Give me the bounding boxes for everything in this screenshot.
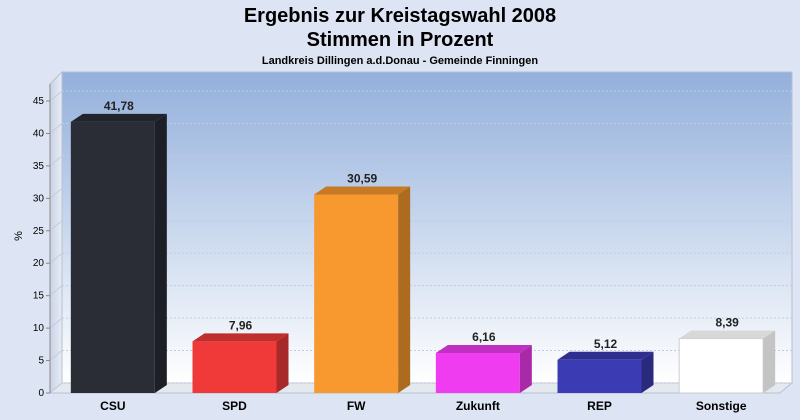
- x-tick-label: Zukunft: [456, 399, 500, 413]
- x-tick-label: Sonstige: [696, 399, 747, 413]
- bar-front: [557, 359, 642, 393]
- data-label: 41,78: [104, 99, 134, 113]
- x-tick-label: CSU: [100, 399, 125, 413]
- y-tick-label: 40: [33, 128, 45, 139]
- bar-top: [435, 345, 532, 354]
- bar-sonstige: 8,39: [678, 316, 776, 394]
- y-tick-label: 5: [38, 356, 44, 367]
- y-tick-label: 25: [33, 226, 45, 237]
- data-label: 30,59: [347, 172, 377, 186]
- x-tick-label: SPD: [222, 399, 247, 413]
- bar-top: [192, 333, 289, 342]
- gridline-wall: [49, 350, 63, 361]
- data-label: 5,12: [594, 337, 618, 351]
- bar-front: [192, 341, 277, 393]
- x-axis-labels: CSU SPD FW Zukunft REP Sonstige: [100, 399, 747, 413]
- chart-subtitle: Landkreis Dillingen a.d.Donau - Gemeinde…: [262, 55, 539, 67]
- gridline-wall: [49, 155, 63, 167]
- data-label: 6,16: [472, 330, 496, 344]
- bar-front: [70, 121, 155, 393]
- bar-top: [314, 186, 411, 195]
- y-tick-label: 35: [33, 161, 45, 172]
- bars: 41,78 7,96 30,59 6,16 5,12 8,39: [70, 99, 776, 394]
- y-tick-label: 0: [38, 388, 44, 399]
- y-tick-label: 10: [33, 323, 45, 334]
- bar-top: [557, 351, 654, 360]
- gridline-wall: [49, 285, 63, 297]
- y-axis-ticks: 0 5 10 15 20 25 30 35 40 45: [33, 96, 50, 399]
- gridline-wall: [49, 382, 63, 394]
- bar-side: [398, 186, 411, 393]
- bar-side: [154, 113, 167, 393]
- bar-side: [763, 330, 776, 393]
- data-label: 7,96: [229, 318, 253, 332]
- data-label: 8,39: [715, 316, 739, 330]
- gridline-wall: [49, 220, 63, 232]
- x-tick-label: REP: [587, 399, 612, 413]
- y-axis-label: %: [13, 231, 25, 241]
- bar-front: [435, 353, 520, 393]
- gridline-wall: [49, 317, 63, 329]
- bar-top: [679, 330, 776, 339]
- gridline-wall: [49, 90, 63, 102]
- bar-side: [276, 333, 289, 393]
- chart-title-line1: Ergebnis zur Kreistagswahl 2008: [244, 5, 556, 27]
- gridline-wall: [49, 123, 63, 134]
- bar-spd: 7,96: [192, 318, 289, 393]
- bar-fw: 30,59: [314, 172, 411, 393]
- y-tick-label: 20: [33, 258, 45, 269]
- x-tick-label: FW: [347, 399, 366, 413]
- gridline-wall: [49, 187, 63, 199]
- bar-csu: 41,78: [70, 99, 167, 393]
- chart-title-line2: Stimmen in Prozent: [307, 29, 494, 51]
- bar-rep: 5,12: [557, 337, 654, 393]
- bar-top: [70, 113, 167, 122]
- bar-front: [314, 194, 399, 393]
- bar-side: [641, 351, 654, 393]
- bar-front: [678, 338, 764, 394]
- y-tick-label: 45: [33, 96, 45, 107]
- gridlines: [49, 90, 792, 394]
- plot-left-wall: [49, 70, 63, 395]
- bar-side: [519, 345, 532, 393]
- y-tick-label: 15: [33, 291, 45, 302]
- bar-zukunft: 6,16: [435, 330, 532, 393]
- y-tick-label: 30: [33, 193, 45, 204]
- gridline-wall: [49, 252, 63, 264]
